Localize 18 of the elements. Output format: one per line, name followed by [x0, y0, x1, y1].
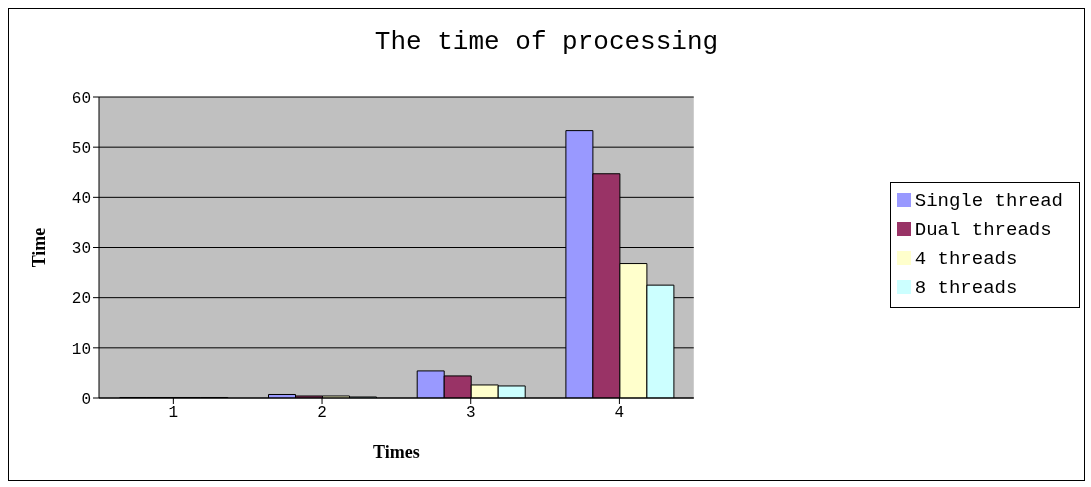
y-tick-label: 30	[71, 240, 91, 259]
legend-label: 8 threads	[914, 276, 1018, 299]
x-tick-label: 1	[168, 404, 179, 423]
y-axis-title: Time	[29, 227, 50, 268]
x-tick-label: 2	[317, 404, 327, 423]
y-tick-label: 20	[71, 290, 91, 309]
y-tick-label: 50	[71, 139, 91, 158]
y-tick-label: 10	[71, 340, 91, 359]
x-tick-label: 4	[614, 404, 625, 423]
chart-title: The time of processing	[373, 27, 720, 57]
legend-label: 4 threads	[914, 247, 1018, 270]
x-tick-label: 3	[465, 404, 476, 423]
y-tick-label: 0	[81, 390, 91, 409]
y-tick-label: 40	[71, 190, 91, 209]
y-tick-label: 60	[71, 89, 91, 108]
x-axis-title: Times	[373, 442, 420, 462]
legend-label: Single thread	[914, 189, 1063, 212]
legend-label: Dual threads	[914, 218, 1052, 241]
